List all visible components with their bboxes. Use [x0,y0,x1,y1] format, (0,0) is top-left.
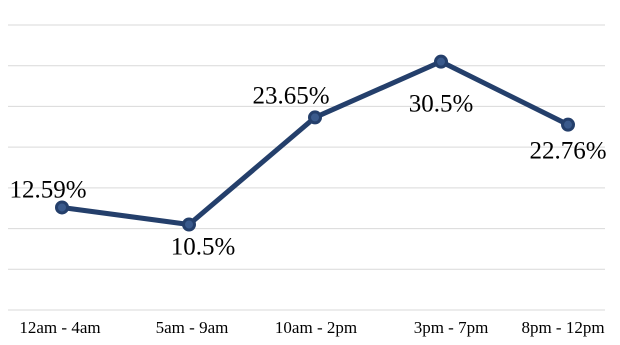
data-label: 30.5% [409,91,474,118]
data-labels: 12.59% 10.5% 23.65% 30.5% 22.76% [9,82,606,260]
data-markers [55,54,575,232]
data-point [561,117,575,132]
data-label: 23.65% [252,82,329,109]
gridlines [8,24,605,311]
data-label: 22.76% [529,138,606,165]
data-label: 10.5% [171,234,236,261]
x-tick-label: 5am - 9am [156,318,229,337]
data-point [434,54,448,69]
x-tick-label: 10am - 2pm [275,318,357,337]
data-point [55,200,69,215]
x-tick-label: 8pm - 12pm [521,318,604,337]
x-tick-label: 12am - 4am [19,318,100,337]
data-label: 12.59% [9,176,86,203]
data-point [182,217,196,232]
data-point [308,110,322,125]
x-axis-tick-labels: 12am - 4am 5am - 9am 10am - 2pm 3pm - 7pm 8p… [19,318,604,337]
x-tick-label: 3pm - 7pm [414,318,489,337]
